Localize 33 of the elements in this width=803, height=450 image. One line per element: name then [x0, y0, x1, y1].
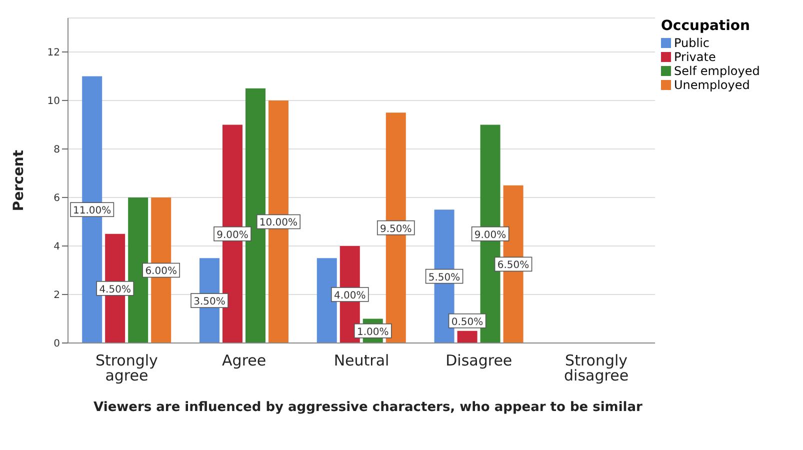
x-tick-label: Strongly disagree	[564, 352, 629, 385]
data-label: 3.50%	[194, 296, 226, 308]
y-tick-label: 8	[54, 144, 60, 156]
data-label: 4.50%	[99, 284, 131, 296]
data-label: 11.00%	[73, 206, 112, 217]
x-tick-label: Neutral	[334, 352, 390, 370]
x-tick-label: Strongly agree	[95, 352, 158, 385]
legend-label: Self employed	[673, 64, 761, 78]
y-tick-label: 2	[54, 290, 60, 302]
data-label: 9.00%	[216, 230, 248, 241]
x-axis-title: Viewers are influenced by aggressive characters, who appear to be similar	[92, 400, 644, 415]
legend-label: Public	[673, 36, 711, 50]
data-label: 9.00%	[474, 230, 506, 241]
data-label: 0.50%	[451, 316, 484, 328]
bar	[457, 330, 478, 343]
legend-title: Occupation	[661, 18, 752, 34]
x-tick-label: Disagree	[446, 352, 512, 370]
data-label: 5.50%	[428, 272, 460, 284]
y-tick-label: 6	[54, 193, 60, 204]
x-tick-label: Agree	[222, 352, 266, 370]
data-label: 1.00%	[356, 326, 389, 338]
data-label: 6.50%	[497, 260, 530, 272]
legend-label: Private	[673, 50, 717, 64]
data-label: 6.00%	[145, 266, 177, 278]
legend-label: Unemployed	[673, 78, 751, 92]
data-label: 9.50%	[380, 224, 412, 235]
y-tick-label: 12	[47, 48, 60, 59]
y-tick-label: 0	[54, 338, 60, 350]
data-label: 10.00%	[259, 218, 298, 229]
y-axis-title: Percent	[10, 150, 27, 212]
data-label: 4.00%	[334, 290, 366, 302]
y-tick-label: 10	[47, 96, 60, 108]
y-tick-label: 4	[54, 242, 60, 253]
